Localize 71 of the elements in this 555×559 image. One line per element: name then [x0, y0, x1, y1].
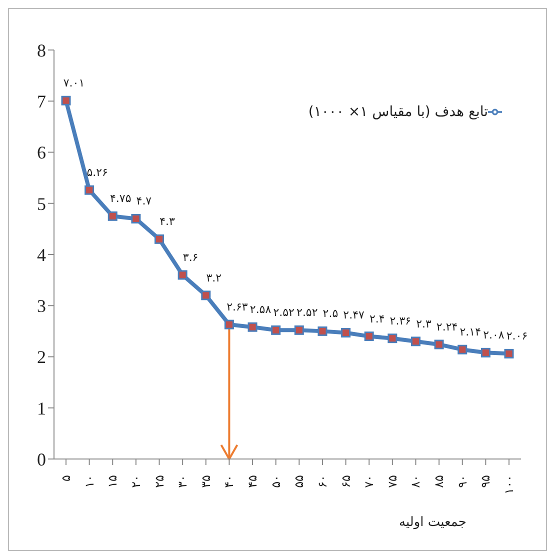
x-tick-label: ۷۰ [362, 475, 376, 488]
x-tick-label: ۹۵ [478, 475, 493, 488]
point [224, 320, 234, 330]
x-tick-label: ۶۰ [315, 475, 330, 488]
data-label: ۴.۳ [160, 215, 176, 228]
point [154, 234, 164, 244]
data-label: ۳.۲ [206, 271, 222, 284]
point [480, 348, 490, 358]
y-tick-label: 5 [37, 194, 46, 214]
x-tick-label: ۸۵ [432, 475, 446, 488]
point [458, 344, 468, 354]
point [271, 325, 281, 335]
data-label: ۷.۰۱ [63, 76, 85, 90]
x-tick-label: ۲۰ [128, 475, 143, 488]
x-tick-label: ۵۵ [292, 475, 306, 488]
data-label: ۴.۷۵ [110, 192, 132, 206]
x-tick-label: ۱۰ [82, 475, 96, 488]
point [364, 332, 374, 342]
x-tick-label: ۵۰ [268, 475, 283, 488]
data-label: ۲.۲۴ [436, 320, 458, 334]
x-tick-label: ۴۵ [246, 475, 260, 488]
point [248, 322, 258, 332]
data-label: ۲.۳ [416, 317, 432, 330]
point [84, 185, 94, 195]
point [434, 340, 444, 350]
data-label: ۲.۴ [369, 312, 385, 326]
data-label: ۲.۱۴ [460, 326, 482, 339]
y-tick-label: 7 [37, 92, 46, 112]
point [504, 348, 514, 358]
data-label: ۲.۰۸ [483, 328, 504, 342]
x-tick-label: ۷۵ [385, 475, 400, 488]
data-label: ۲.۴۷ [343, 308, 364, 322]
y-tick-label: 6 [37, 142, 46, 163]
x-tick-label: ۹۰ [455, 475, 470, 488]
point [294, 325, 304, 335]
data-label: ۴.۷ [136, 194, 152, 208]
point [131, 214, 141, 224]
data-label: ۲.۳۶ [390, 314, 412, 328]
x-tick-label: ۲۵ [152, 475, 166, 488]
point [178, 270, 188, 280]
legend-label: تابع هدف (با مقیاس ۱× ۱۰۰۰) [308, 104, 488, 120]
y-tick-label: 1 [37, 398, 46, 418]
point [410, 336, 420, 346]
point [341, 328, 351, 338]
data-label: ۲.۵۲ [273, 306, 295, 320]
data-label: ۲.۰۶ [506, 330, 528, 343]
y-tick-label: 0 [37, 449, 46, 470]
point [388, 334, 398, 344]
point [318, 326, 328, 336]
y-tick-label: 4 [37, 244, 46, 265]
x-tick-label: ۸۰ [408, 475, 423, 488]
x-axis-title: جمعیت اولیه [399, 515, 466, 530]
data-label: ۲.۵۲ [296, 306, 318, 320]
x-tick-label: ۴۰ [222, 475, 236, 488]
x-tick-label: ۶۵ [338, 475, 353, 488]
y-tick-label: 8 [37, 40, 46, 60]
y-tick-label: 3 [37, 296, 46, 316]
x-tick-label: ۵ [59, 475, 73, 482]
x-tick-label: ۱۵ [106, 475, 120, 488]
data-label: ۵.۲۶ [86, 166, 108, 180]
data-label: ۳.۶ [182, 250, 198, 264]
y-tick-label: 2 [37, 347, 46, 368]
point [201, 290, 211, 300]
point [108, 211, 118, 221]
x-tick-label: ۱۰۰ [502, 475, 516, 494]
x-tick-label: ۳۵ [198, 475, 213, 488]
x-tick-label: ۳۰ [176, 475, 190, 488]
data-label: ۲.۶۳ [226, 300, 248, 314]
data-label: ۲.۵ [322, 307, 338, 320]
point [61, 96, 71, 106]
data-label: ۲.۵۸ [250, 303, 272, 316]
